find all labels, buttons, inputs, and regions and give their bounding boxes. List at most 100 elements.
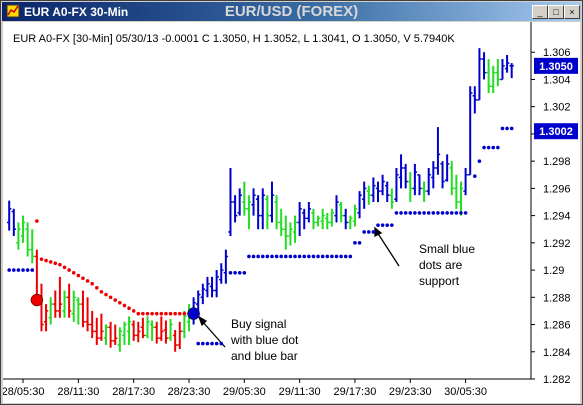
annotation-arrows xyxy=(197,226,400,348)
stop-dot xyxy=(417,211,422,215)
stop-dot xyxy=(108,295,113,300)
stop-dot xyxy=(380,223,385,227)
stop-dot xyxy=(482,145,486,150)
x-tick-label: 28/05:30 xyxy=(3,386,44,398)
y-tick-label: 1.282 xyxy=(543,374,571,386)
info-line: EUR A0-FX [30-Min] 05/30/13 -0.0001 C 1.… xyxy=(13,33,455,45)
y-tick-label: 1.29 xyxy=(543,265,564,277)
stop-dot xyxy=(44,258,48,263)
stop-dot xyxy=(131,309,136,313)
stop-dot xyxy=(357,241,362,245)
stop-dot xyxy=(76,273,81,278)
stop-dot xyxy=(366,230,371,234)
stop-dot xyxy=(307,254,311,259)
stop-dot xyxy=(94,285,99,290)
stop-dot xyxy=(449,211,454,215)
y-tick-label: 1.286 xyxy=(543,320,571,332)
y-tick-label: 1.292 xyxy=(543,238,571,250)
stop-dot xyxy=(325,254,330,259)
stop-dot xyxy=(81,276,85,281)
stop-dot xyxy=(214,341,219,346)
chart: EUR A0-FX [30-Min] 05/30/13 -0.0001 C 1.… xyxy=(3,22,580,403)
y-tick-label: 1.302 xyxy=(543,102,571,114)
stop-dot xyxy=(413,211,417,215)
y-tick-label: 1.298 xyxy=(543,156,571,168)
stop-dot xyxy=(48,260,53,264)
stop-dot xyxy=(7,268,11,272)
stop-dot xyxy=(159,311,164,316)
annotation: Buy signal xyxy=(231,317,286,331)
stop-dot xyxy=(136,311,141,316)
x-tick-label: 29/17:30 xyxy=(334,386,377,398)
stop-dot xyxy=(201,341,205,346)
window-title: EUR A0-FX 30-Min xyxy=(24,5,129,19)
stop-dot xyxy=(362,230,366,234)
signal-dot xyxy=(30,293,44,307)
stop-dot xyxy=(90,281,94,286)
stop-dot xyxy=(39,257,44,261)
stop-dot xyxy=(426,211,431,215)
stop-dot xyxy=(251,254,256,259)
stop-dot xyxy=(16,268,21,272)
stop-dot xyxy=(141,311,145,316)
stop-dot xyxy=(118,300,122,305)
annotation: Small blue xyxy=(419,242,475,256)
stop-dot xyxy=(311,254,316,259)
maximize-button[interactable]: □ xyxy=(548,5,564,19)
stop-dot xyxy=(463,211,468,215)
stop-dot xyxy=(122,303,127,308)
stop-dot xyxy=(486,145,491,150)
stop-dot xyxy=(53,261,58,266)
stop-dot xyxy=(127,306,131,311)
minimize-button[interactable]: _ xyxy=(532,5,548,19)
stop-dot xyxy=(505,126,509,131)
stop-dot xyxy=(408,211,413,215)
stop-dot xyxy=(154,311,159,316)
stop-dot xyxy=(150,311,154,316)
stop-dot xyxy=(35,219,39,223)
signal-dot xyxy=(187,307,200,320)
stop-dot xyxy=(436,211,440,215)
stop-dot xyxy=(270,254,274,259)
stop-dot xyxy=(293,254,297,259)
stop-dot xyxy=(473,174,477,178)
annotation: with blue dot xyxy=(230,333,299,347)
stop-dot xyxy=(25,268,30,272)
stop-dot xyxy=(228,271,233,275)
stop-dot xyxy=(85,279,90,283)
stop-dot xyxy=(422,211,426,215)
stop-dot xyxy=(256,254,260,259)
stop-dot xyxy=(394,211,399,215)
stop-dot xyxy=(284,254,288,259)
stop-dot xyxy=(274,254,279,259)
x-tick-label: 28/23:30 xyxy=(168,386,211,398)
stop-dot xyxy=(196,341,201,346)
stop-dot xyxy=(297,254,302,259)
close-button[interactable]: × xyxy=(564,5,580,19)
stop-dot xyxy=(320,254,325,259)
stop-dot xyxy=(440,211,445,215)
stop-dot xyxy=(316,254,320,259)
x-tick-label: 29/11:30 xyxy=(279,386,321,398)
stop-dot xyxy=(145,311,150,316)
stop-dot xyxy=(210,341,214,346)
stop-dot xyxy=(233,271,237,275)
stop-dot xyxy=(279,254,283,259)
stop-dot xyxy=(30,268,35,272)
x-tick-label: 29/23:30 xyxy=(389,386,432,398)
stop-dot xyxy=(99,290,104,294)
stop-dot xyxy=(247,254,251,259)
stop-dot xyxy=(205,341,210,346)
x-tick-label: 28/11:30 xyxy=(57,386,99,398)
stop-dot xyxy=(399,211,403,215)
stop-dot xyxy=(454,211,459,215)
stop-dot xyxy=(348,254,353,259)
stop-dot xyxy=(67,268,71,272)
stop-dot xyxy=(104,292,108,297)
y-tick-label: 1.296 xyxy=(543,183,571,195)
stop-dot xyxy=(302,254,307,259)
stop-dot xyxy=(265,254,270,259)
app-icon xyxy=(6,4,20,18)
stop-dot xyxy=(330,254,334,259)
